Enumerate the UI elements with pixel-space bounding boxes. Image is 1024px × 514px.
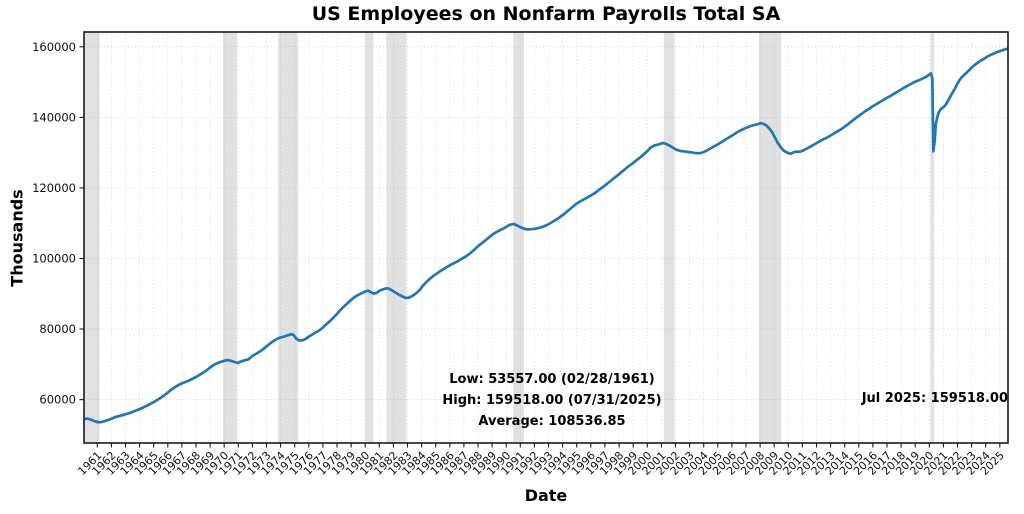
y-tick-label: 60000	[39, 393, 76, 407]
y-tick-label: 80000	[39, 322, 76, 336]
stats-annotation: Low: 53557.00 (02/28/1961) High: 159518.…	[296, 369, 808, 432]
stat-low: Low: 53557.00 (02/28/1961)	[449, 372, 655, 387]
payrolls-line-series	[84, 47, 1008, 424]
recession-band	[513, 32, 524, 443]
recession-band	[663, 32, 675, 443]
stat-high: High: 159518.00 (07/31/2025)	[442, 393, 662, 408]
latest-value-annotation: Jul 2025: 159518.00	[861, 391, 1008, 406]
plot-background	[84, 32, 1008, 443]
recession-band	[84, 32, 100, 443]
recession-band	[386, 32, 407, 443]
recession-band	[930, 32, 934, 443]
stat-average: Average: 108536.85	[478, 414, 626, 429]
y-tick-label: 140000	[32, 110, 76, 124]
y-axis-label: Thousands	[7, 189, 27, 287]
recession-band	[223, 32, 238, 443]
plot-border	[83, 31, 1009, 444]
recession-band	[365, 32, 374, 443]
x-axis-label: Date	[524, 486, 568, 505]
y-tick-label: 120000	[32, 181, 76, 195]
y-tick-label: 160000	[32, 40, 76, 54]
y-tick-label: 100000	[32, 252, 76, 266]
recession-band	[758, 32, 782, 443]
chart-title: US Employees on Nonfarm Payrolls Total S…	[311, 3, 781, 25]
recession-band	[278, 32, 299, 443]
